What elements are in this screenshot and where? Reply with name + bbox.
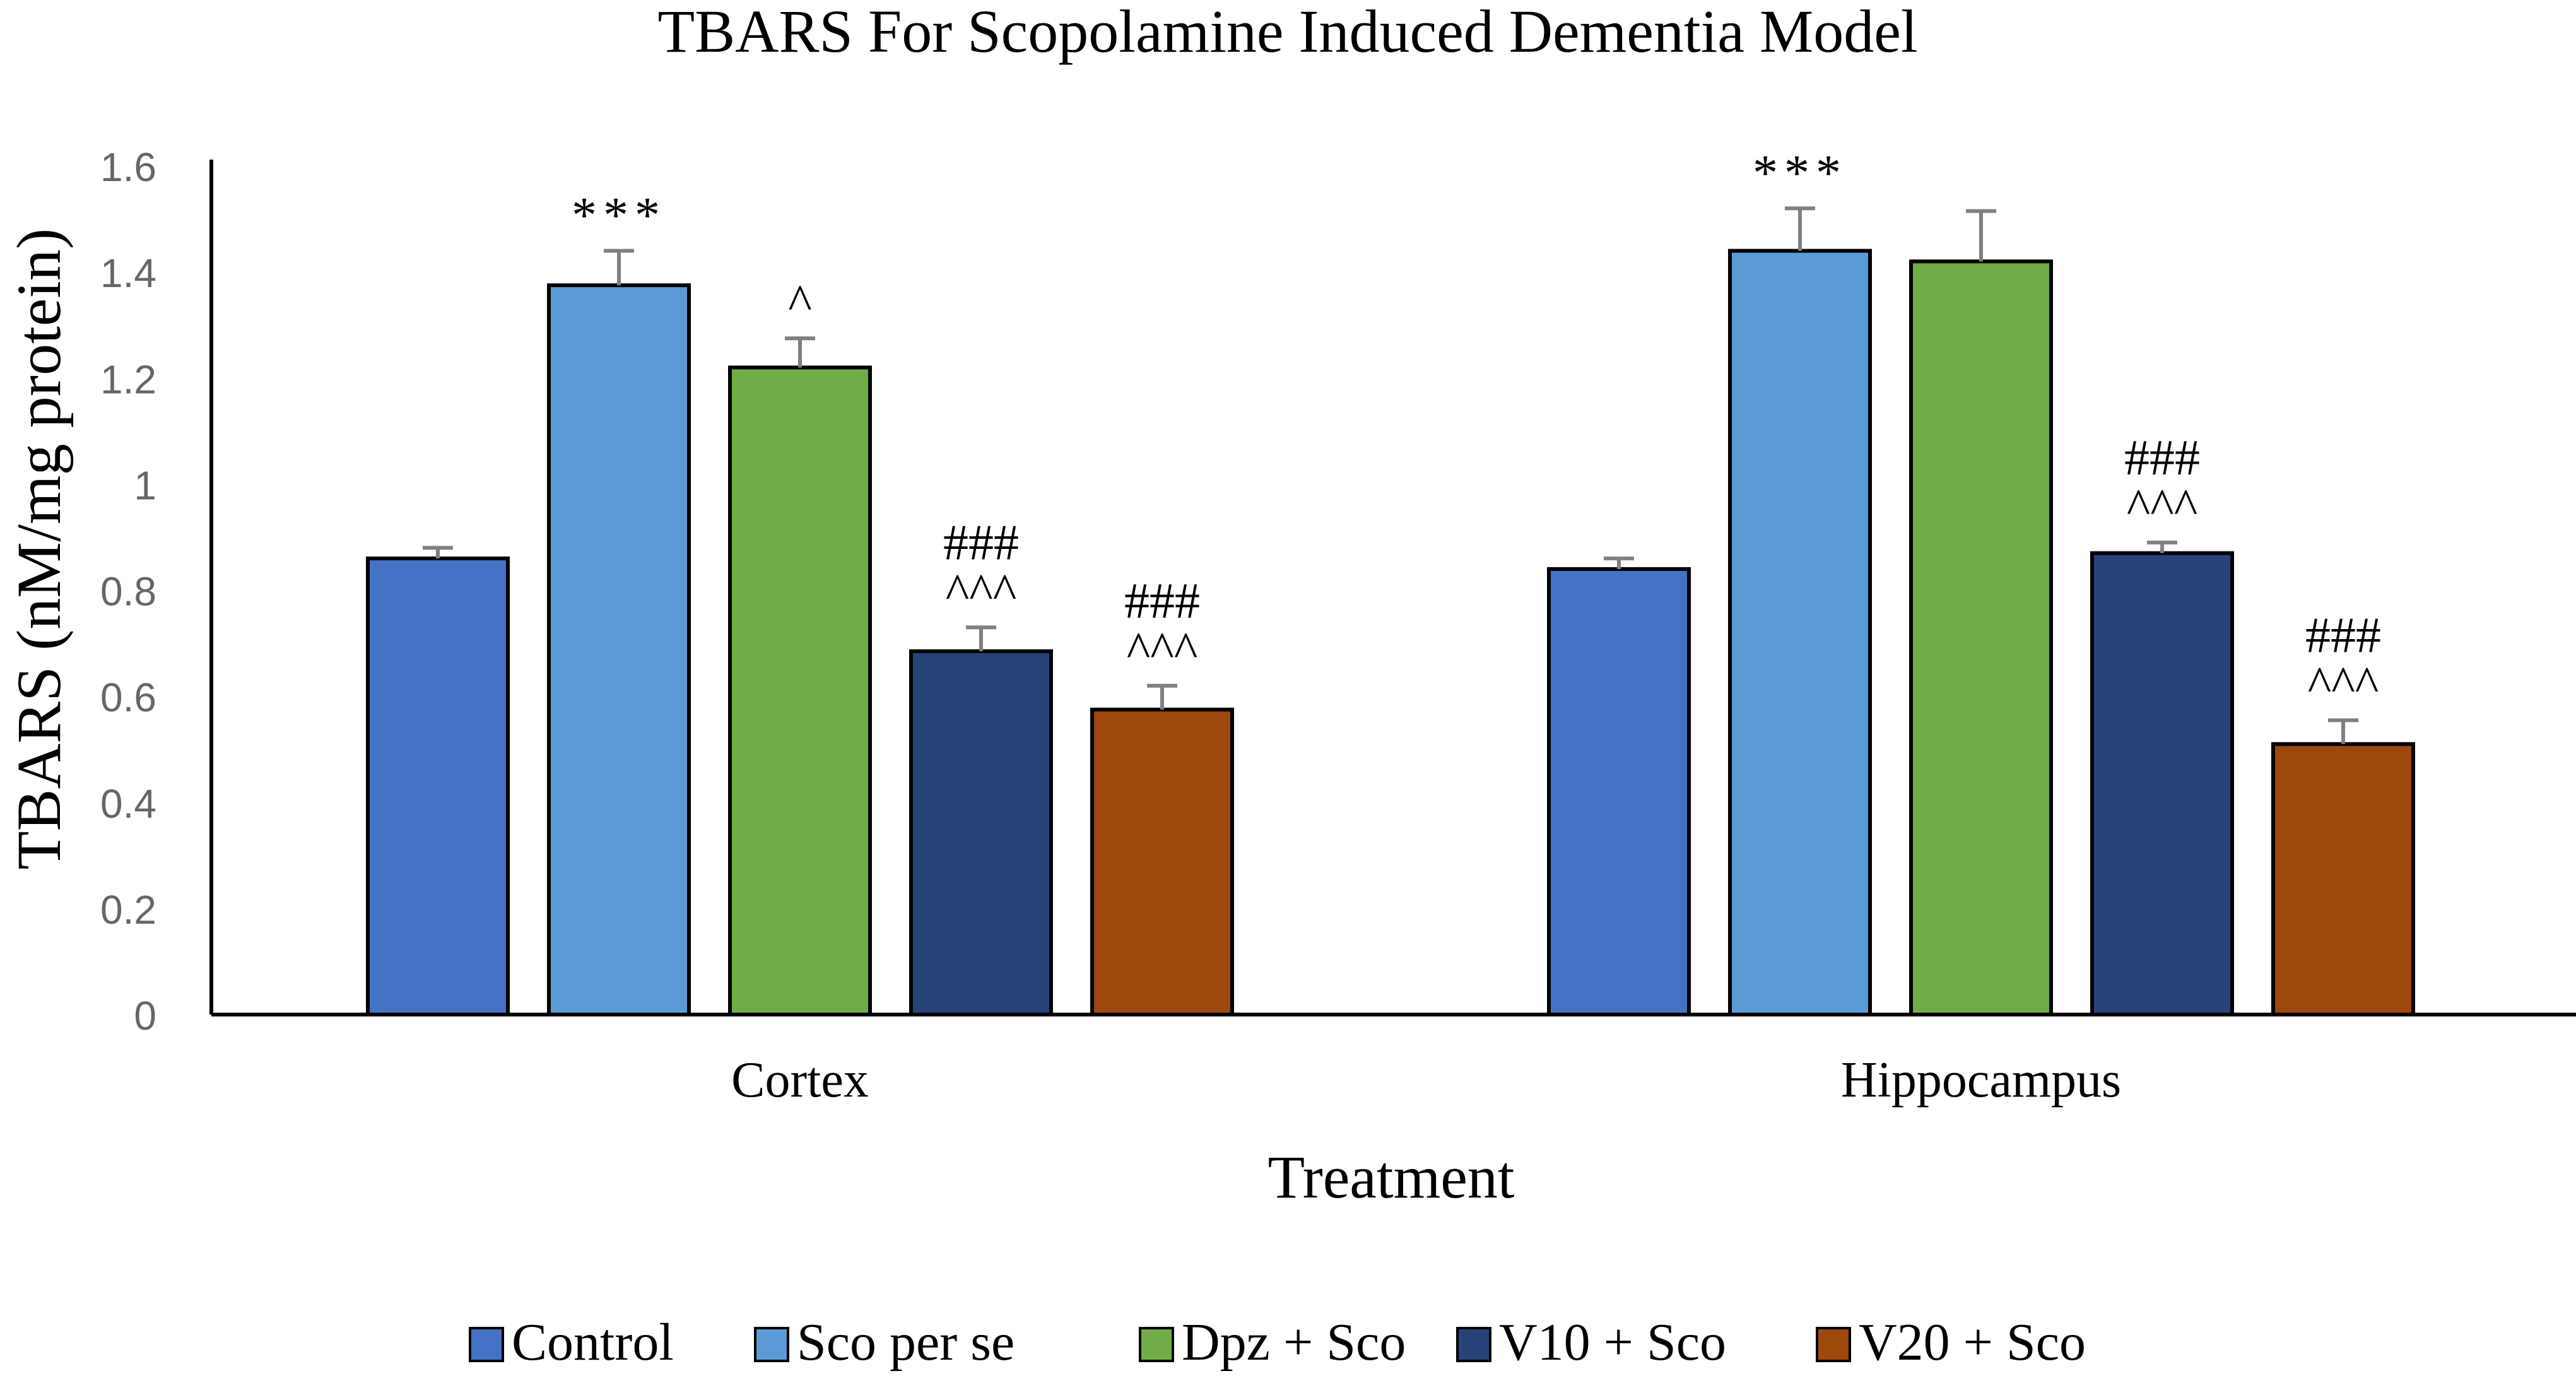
- legend-swatch: [1816, 1327, 1851, 1362]
- significance-label: ^: [788, 275, 812, 331]
- significance-label: ^^^: [1127, 623, 1198, 678]
- y-tick-label: 1: [134, 462, 156, 508]
- legend: Control Sco per se Dpz + Sco V10 + Sco V20 +…: [469, 1313, 2086, 1372]
- legend-swatch: [754, 1327, 789, 1362]
- significance-label: ###: [943, 515, 1019, 570]
- significance-label: ***: [572, 188, 666, 244]
- y-tick-label: 0.2: [100, 887, 156, 933]
- legend-label: V10 + Sco: [1499, 1313, 1726, 1372]
- bar: [1090, 707, 1234, 1016]
- legend-swatch: [1139, 1327, 1174, 1362]
- legend-swatch: [1456, 1327, 1491, 1362]
- significance-label: ###: [2305, 608, 2381, 663]
- legend-swatch: [469, 1327, 504, 1362]
- bar: [547, 283, 691, 1016]
- legend-label: Dpz + Sco: [1182, 1313, 1406, 1372]
- bar: [2090, 551, 2234, 1016]
- x-tick-label: Hippocampus: [1841, 1052, 2121, 1108]
- y-tick-label: 0.8: [100, 569, 156, 615]
- legend-label: V20 + Sco: [1859, 1313, 2086, 1372]
- significance-label: ^^^: [2308, 657, 2379, 712]
- y-tick-label: 1.4: [100, 250, 156, 296]
- legend-label: Sco per se: [797, 1313, 1015, 1372]
- y-tick-label: 1.6: [100, 144, 156, 190]
- y-tick-label: 0: [134, 993, 156, 1039]
- y-tick-label: 0.4: [100, 781, 156, 827]
- bar: [2271, 742, 2415, 1016]
- x-axis-label: Treatment: [1267, 1143, 1514, 1211]
- significance-label: ***: [1753, 145, 1847, 201]
- chart-title: TBARS For Scopolamine Induced Dementia M…: [657, 0, 1917, 65]
- y-axis-label: TBARS (nM/mg protein): [4, 228, 74, 870]
- significance-label: ^^^: [2127, 480, 2198, 535]
- significance-label: ###: [2124, 430, 2200, 486]
- x-tick-label: Cortex: [731, 1052, 869, 1108]
- bar: [728, 365, 872, 1016]
- bar: [1728, 249, 1872, 1016]
- bar: [366, 556, 510, 1016]
- significance-label: ###: [1124, 574, 1200, 629]
- y-tick-label: 0.6: [100, 675, 156, 721]
- legend-label: Control: [512, 1313, 674, 1372]
- significance-label: ^^^: [946, 564, 1017, 620]
- bar: [1909, 259, 2053, 1016]
- bar: [909, 649, 1053, 1016]
- bar: [1547, 567, 1691, 1016]
- y-tick-label: 1.2: [100, 356, 156, 402]
